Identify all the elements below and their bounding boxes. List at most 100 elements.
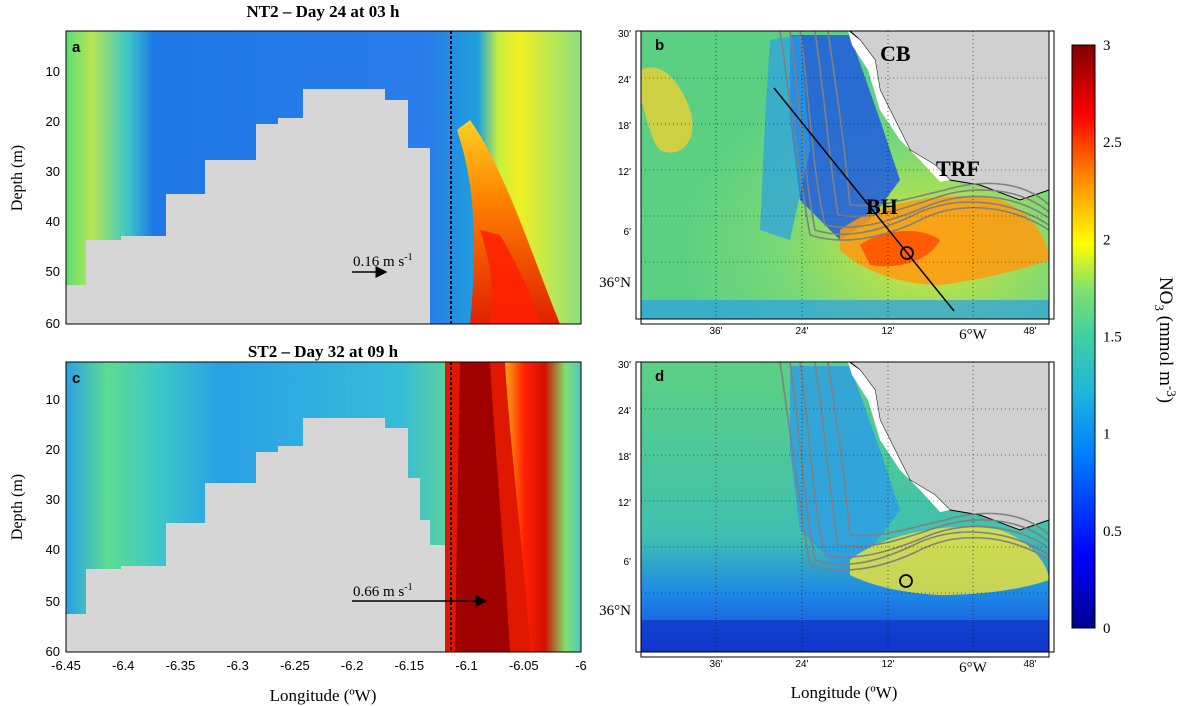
panel-c-xtick: -6 bbox=[575, 658, 587, 673]
panel-b-patch bbox=[641, 300, 1049, 319]
panel-d-isobath bbox=[827, 361, 1050, 537]
panel-c-xtick: -6.2 bbox=[341, 658, 363, 673]
panel-b-isobath bbox=[827, 30, 1050, 207]
panel-d-border-bottom bbox=[640, 651, 1050, 658]
panel-d-isobath bbox=[814, 361, 1050, 548]
panel-b-xtick: 48' bbox=[1023, 326, 1036, 337]
panel-d-xticks: 36' 24' 12' 6°W 48' bbox=[709, 659, 1036, 676]
panel-a-plume bbox=[457, 120, 560, 324]
panel-d-ytick: 30' bbox=[618, 360, 631, 371]
panel-a-ylabel: Depth (m) bbox=[9, 145, 26, 211]
panel-c-velocity-label: 0.66 m s-1 bbox=[353, 582, 413, 600]
panel-b-border-bottom bbox=[640, 318, 1050, 325]
panel-a-ytick: 20 bbox=[46, 114, 60, 129]
colorbar-tick: 2.5 bbox=[1103, 135, 1122, 151]
panel-d-ytick: 18' bbox=[618, 452, 631, 463]
panel-b-ytick: 36°N bbox=[599, 275, 631, 291]
panel-b-transect bbox=[773, 87, 955, 312]
panel-d-label: d bbox=[655, 368, 664, 385]
panel-b-patch bbox=[641, 67, 693, 153]
panel-d-ytick: 24' bbox=[618, 406, 631, 417]
panel-c-ytick: 30 bbox=[46, 492, 60, 507]
panel-a-ytick: 40 bbox=[46, 214, 60, 229]
panel-c-xtick: -6.15 bbox=[395, 658, 425, 673]
colorbar-scale bbox=[1071, 44, 1096, 629]
colorbar-tick: 0.5 bbox=[1103, 524, 1122, 540]
colorbar-tick: 0 bbox=[1103, 621, 1111, 637]
panel-d-coast-strip bbox=[848, 362, 950, 512]
panel-a-ytick: 60 bbox=[46, 316, 60, 331]
panel-b-station-marker bbox=[900, 246, 914, 260]
panel-b-ytick: 30' bbox=[618, 29, 631, 40]
panel-a-bathymetry bbox=[66, 89, 430, 324]
panel-a: NT2 – Day 24 at 03 h 0.16 m s-1 a Depth … bbox=[9, 2, 582, 331]
panel-d-xtick: 6°W bbox=[959, 660, 987, 676]
panel-a-velocity-label: 0.16 m s-1 bbox=[353, 252, 413, 270]
colorbar-tick: 1.5 bbox=[1103, 330, 1122, 346]
panel-c-ylabel: Depth (m) bbox=[9, 474, 26, 540]
panel-b-ytick: 24' bbox=[618, 75, 631, 86]
panel-b-ytick: 12' bbox=[618, 167, 631, 178]
panel-c-yticks: 10 20 30 40 50 60 bbox=[46, 392, 60, 659]
colorbar: 3 2.5 2 1.5 1 0.5 0 NO3 (mmol m-3) bbox=[1071, 38, 1177, 637]
panel-b-xtick: 12' bbox=[881, 326, 894, 337]
panel-c-xticks: -6.45 -6.4 -6.35 -6.3 -6.25 -6.2 -6.15 -6.1 -6.0… bbox=[51, 658, 587, 673]
panel-c-ytick: 40 bbox=[46, 542, 60, 557]
panel-a-label: a bbox=[72, 39, 81, 56]
panel-d-ytick: 6' bbox=[624, 557, 632, 568]
panel-b-grid bbox=[641, 31, 1049, 319]
panel-c-xtick: -6.25 bbox=[280, 658, 310, 673]
panel-c-ytick: 50 bbox=[46, 594, 60, 609]
panel-b-place-label: CB bbox=[880, 41, 911, 66]
panel-c-xtick: -6.3 bbox=[226, 658, 248, 673]
panel-c-xtick: -6.1 bbox=[455, 658, 477, 673]
panel-c-xtick: -6.45 bbox=[51, 658, 81, 673]
panel-d-isobaths bbox=[779, 361, 1050, 571]
panel-d-yticks: 30' 24' 18' 12' 6' 36°N bbox=[599, 360, 631, 619]
panel-c-title: ST2 – Day 32 at 09 h bbox=[248, 342, 399, 361]
panel-a-plume-core bbox=[480, 230, 540, 324]
panel-d-xtick: 24' bbox=[795, 659, 808, 670]
panel-b-ytick: 6' bbox=[624, 227, 632, 238]
panel-b-coast-strip bbox=[848, 31, 950, 182]
colorbar-tick: 3 bbox=[1103, 38, 1111, 54]
panel-d-ytick: 36°N bbox=[599, 603, 631, 619]
panel-d-border-right bbox=[1048, 361, 1055, 653]
panel-d-border-left bbox=[635, 361, 642, 653]
panel-b-xtick: 6°W bbox=[959, 327, 987, 343]
colorbar-tick: 1 bbox=[1103, 427, 1111, 443]
panel-c: ST2 – Day 32 at 09 h 0.66 m s-1 c Depth … bbox=[9, 342, 587, 705]
panel-c-frame bbox=[65, 361, 582, 653]
panel-b: CB TRF BH b 30' 24' 18' 12' 6' 36°N 36' … bbox=[599, 29, 1055, 343]
panel-d-xtick: 12' bbox=[881, 659, 894, 670]
panel-a-title: NT2 – Day 24 at 03 h bbox=[246, 2, 400, 21]
colorbar-tick: 2 bbox=[1103, 232, 1111, 248]
panel-a-ytick: 10 bbox=[46, 64, 60, 79]
panel-b-border-left bbox=[635, 30, 642, 320]
panel-c-xtick: -6.05 bbox=[509, 658, 539, 673]
panel-b-ytick: 18' bbox=[618, 121, 631, 132]
panel-a-yticks: 10 20 30 40 50 60 bbox=[46, 64, 60, 331]
panel-d: d 30' 24' 18' 12' 6' 36°N 36' 24' 12' 6°… bbox=[599, 360, 1055, 702]
panel-d-patch bbox=[850, 526, 1049, 595]
panel-b-place-label: TRF bbox=[936, 156, 980, 181]
panel-c-xtick: -6.35 bbox=[166, 658, 196, 673]
panel-d-isobath bbox=[789, 361, 1050, 566]
panel-c-bathymetry bbox=[66, 418, 445, 652]
panel-b-isobath bbox=[799, 30, 1050, 228]
colorbar-ticks: 3 2.5 2 1.5 1 0.5 0 bbox=[1103, 38, 1122, 637]
panel-d-isobath bbox=[799, 361, 1050, 558]
panel-c-ytick: 60 bbox=[46, 644, 60, 659]
panel-d-grid bbox=[641, 362, 1049, 652]
panel-b-yticks: 30' 24' 18' 12' 6' 36°N bbox=[599, 29, 631, 291]
panel-c-plume-core bbox=[455, 362, 510, 652]
panel-d-patch bbox=[641, 620, 1049, 652]
panel-b-place-label: BH bbox=[866, 194, 898, 219]
panel-b-xticks: 36' 24' 12' 6°W 48' bbox=[709, 326, 1036, 343]
panel-d-station-marker bbox=[899, 574, 913, 588]
panel-b-border-right bbox=[1048, 30, 1055, 320]
panel-b-xtick: 24' bbox=[795, 326, 808, 337]
panel-d-xlabel: Longitude (ºW) bbox=[791, 683, 898, 702]
panel-d-xtick: 48' bbox=[1023, 659, 1036, 670]
